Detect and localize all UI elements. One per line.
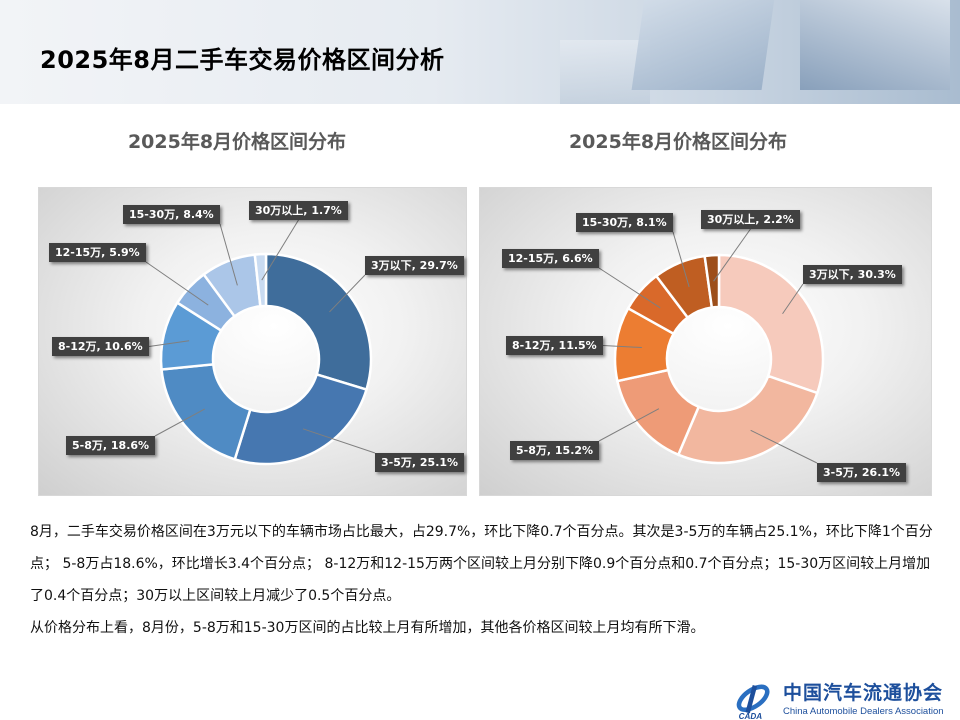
donut-slice-30万以上	[703, 253, 721, 309]
data-label: 15-30万, 8.4%	[123, 205, 220, 224]
data-label: 3万以下, 30.3%	[803, 265, 902, 284]
data-label: 3-5万, 25.1%	[375, 453, 465, 472]
leader-line	[261, 219, 299, 281]
data-label: 12-15万, 6.6%	[502, 249, 599, 268]
leader-line	[598, 267, 661, 309]
data-label: 3-5万, 26.1%	[817, 463, 907, 482]
donut-slice-3万以下	[264, 252, 373, 392]
data-label: 15-30万, 8.1%	[576, 213, 673, 232]
cada-logo: CADA 中国汽车流通协会 China Automobile Dealers A…	[735, 682, 955, 720]
data-label: 5-8万, 15.2%	[510, 441, 600, 460]
cada-logo-mark: CADA	[736, 684, 770, 720]
logo-name-en: China Automobile Dealers Association	[783, 706, 944, 717]
leader-line	[154, 408, 206, 437]
leader-line	[713, 228, 751, 282]
leader-line	[672, 231, 690, 288]
chart-title-right: 2025年8月价格区间分布	[568, 131, 788, 153]
data-label: 3万以下, 29.7%	[365, 256, 464, 275]
data-label: 8-12万, 10.6%	[52, 337, 149, 356]
leader-line	[750, 429, 818, 464]
donut-slice-3-5万	[233, 372, 369, 466]
data-label: 5-8万, 18.6%	[66, 436, 156, 455]
header-decoration	[800, 0, 950, 90]
header-banner	[0, 0, 960, 104]
leader-line	[148, 340, 190, 347]
donut-svg	[598, 228, 825, 465]
data-label: 30万以上, 2.2%	[701, 210, 800, 229]
data-label: 12-15万, 5.9%	[49, 243, 146, 262]
analysis-text: 8月，二手车交易价格区间在3万元以下的车辆市场占比最大，占29.7%，环比下降0…	[30, 516, 940, 644]
leader-line	[329, 274, 366, 313]
leader-line	[145, 261, 209, 306]
chart-title-left: 2025年8月价格区间分布	[127, 131, 347, 153]
donut-slice-5-8万	[160, 362, 252, 461]
header-decoration	[631, 0, 779, 90]
donut-chart-right: 3万以下, 30.3% 3-5万, 26.1% 5-8万, 15.2% 8-12万, …	[479, 187, 932, 496]
paragraph-2: 从价格分布上看，8月份，5-8万和15-30万区间的占比较上月有所增加，其他各价…	[30, 620, 705, 636]
svg-text:CADA: CADA	[739, 712, 763, 720]
leader-line	[782, 283, 804, 315]
donut-svg	[145, 219, 376, 466]
leader-line	[219, 223, 238, 286]
data-label: 8-12万, 11.5%	[506, 336, 603, 355]
donut-slice-3-5万	[676, 374, 819, 465]
leader-line	[302, 428, 376, 454]
donut-slice-3万以下	[717, 253, 825, 395]
paragraph-1: 8月，二手车交易价格区间在3万元以下的车辆市场占比最大，占29.7%，环比下降0…	[30, 524, 933, 604]
logo-name-cn: 中国汽车流通协会	[783, 682, 944, 704]
donut-slice-30万以上	[253, 252, 268, 308]
donut-chart-left: 3万以下, 29.7% 3-5万, 25.1% 5-8万, 18.6% 8-12万, …	[38, 187, 467, 496]
leader-line	[598, 408, 660, 442]
data-label: 30万以上, 1.7%	[249, 201, 348, 220]
page-title: 2025年8月二手车交易价格区间分析	[40, 46, 445, 74]
leader-line	[602, 345, 642, 349]
